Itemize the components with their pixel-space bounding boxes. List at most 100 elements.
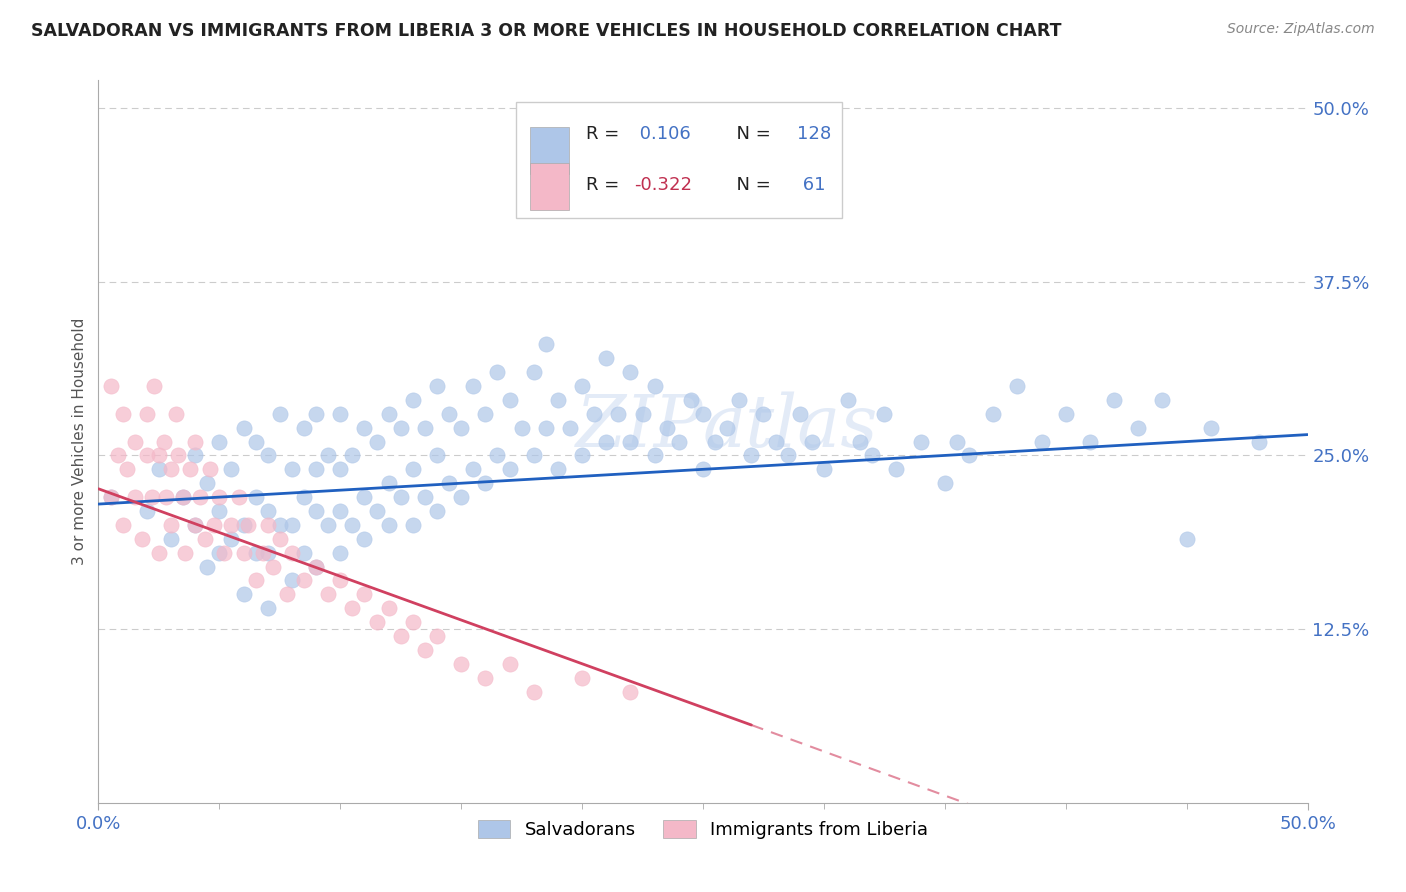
Point bbox=[886, 462, 908, 476]
Point bbox=[208, 504, 231, 518]
Point bbox=[873, 407, 896, 421]
Point bbox=[728, 392, 751, 407]
Point bbox=[305, 559, 328, 574]
Point bbox=[776, 449, 799, 463]
Point bbox=[704, 434, 727, 449]
Point bbox=[366, 434, 388, 449]
Point bbox=[389, 629, 412, 643]
Point bbox=[204, 517, 226, 532]
Point bbox=[269, 532, 291, 546]
Point bbox=[165, 407, 187, 421]
Point bbox=[474, 671, 496, 685]
Point bbox=[316, 517, 339, 532]
Point bbox=[789, 407, 811, 421]
Point bbox=[281, 517, 304, 532]
Point bbox=[619, 434, 641, 449]
Point bbox=[353, 587, 375, 601]
Point bbox=[377, 601, 399, 615]
Point bbox=[644, 379, 666, 393]
Point bbox=[256, 546, 278, 560]
Point bbox=[981, 407, 1004, 421]
Point bbox=[692, 462, 714, 476]
Point bbox=[232, 420, 254, 434]
Point bbox=[292, 420, 315, 434]
Point bbox=[160, 532, 183, 546]
Point bbox=[558, 420, 581, 434]
Point bbox=[1031, 434, 1053, 449]
Point bbox=[228, 490, 250, 504]
Point bbox=[342, 449, 364, 463]
Point bbox=[256, 601, 278, 615]
Point bbox=[135, 449, 157, 463]
Point bbox=[172, 490, 194, 504]
Point bbox=[292, 546, 315, 560]
Point bbox=[353, 420, 375, 434]
Point bbox=[426, 449, 449, 463]
Point bbox=[148, 462, 170, 476]
Point bbox=[160, 462, 183, 476]
Point bbox=[571, 379, 593, 393]
Point bbox=[631, 407, 654, 421]
Point bbox=[389, 490, 412, 504]
Point bbox=[1054, 407, 1077, 421]
Point bbox=[946, 434, 969, 449]
Point bbox=[100, 490, 122, 504]
Point bbox=[342, 517, 364, 532]
Point bbox=[668, 434, 690, 449]
Point bbox=[534, 420, 557, 434]
Point bbox=[1249, 434, 1271, 449]
Point bbox=[111, 517, 134, 532]
Point bbox=[837, 392, 859, 407]
Point bbox=[1175, 532, 1198, 546]
Point bbox=[437, 476, 460, 491]
Point bbox=[800, 434, 823, 449]
Point bbox=[486, 365, 509, 379]
Text: 128: 128 bbox=[797, 126, 831, 144]
Point bbox=[474, 407, 496, 421]
Point bbox=[342, 601, 364, 615]
FancyBboxPatch shape bbox=[530, 163, 569, 211]
Point bbox=[498, 392, 520, 407]
Point bbox=[1078, 434, 1101, 449]
Point bbox=[607, 407, 630, 421]
Point bbox=[571, 449, 593, 463]
Point bbox=[402, 615, 425, 630]
Point bbox=[107, 449, 129, 463]
Point bbox=[353, 490, 375, 504]
Point bbox=[486, 449, 509, 463]
Point bbox=[692, 407, 714, 421]
Text: N =: N = bbox=[724, 126, 776, 144]
Point bbox=[474, 476, 496, 491]
Point bbox=[292, 490, 315, 504]
Point bbox=[305, 407, 328, 421]
Point bbox=[583, 407, 606, 421]
Point bbox=[281, 546, 304, 560]
Point bbox=[208, 546, 231, 560]
Point bbox=[316, 587, 339, 601]
Point bbox=[316, 449, 339, 463]
Point bbox=[765, 434, 787, 449]
Point bbox=[655, 420, 678, 434]
Point bbox=[100, 379, 122, 393]
Legend: Salvadorans, Immigrants from Liberia: Salvadorans, Immigrants from Liberia bbox=[470, 811, 936, 848]
Point bbox=[245, 490, 267, 504]
Text: ZIP: ZIP bbox=[575, 392, 703, 462]
Point bbox=[377, 517, 399, 532]
Point bbox=[198, 462, 221, 476]
Point bbox=[245, 546, 267, 560]
Point bbox=[167, 449, 190, 463]
Point bbox=[232, 546, 254, 560]
Point bbox=[377, 476, 399, 491]
Text: R =: R = bbox=[586, 176, 624, 194]
Point bbox=[124, 490, 146, 504]
Point bbox=[413, 490, 436, 504]
Point bbox=[450, 420, 472, 434]
FancyBboxPatch shape bbox=[516, 102, 842, 218]
Point bbox=[366, 615, 388, 630]
FancyBboxPatch shape bbox=[530, 128, 569, 174]
Point bbox=[184, 449, 207, 463]
Point bbox=[1199, 420, 1222, 434]
Point bbox=[644, 449, 666, 463]
Point bbox=[679, 392, 702, 407]
Point bbox=[752, 407, 775, 421]
